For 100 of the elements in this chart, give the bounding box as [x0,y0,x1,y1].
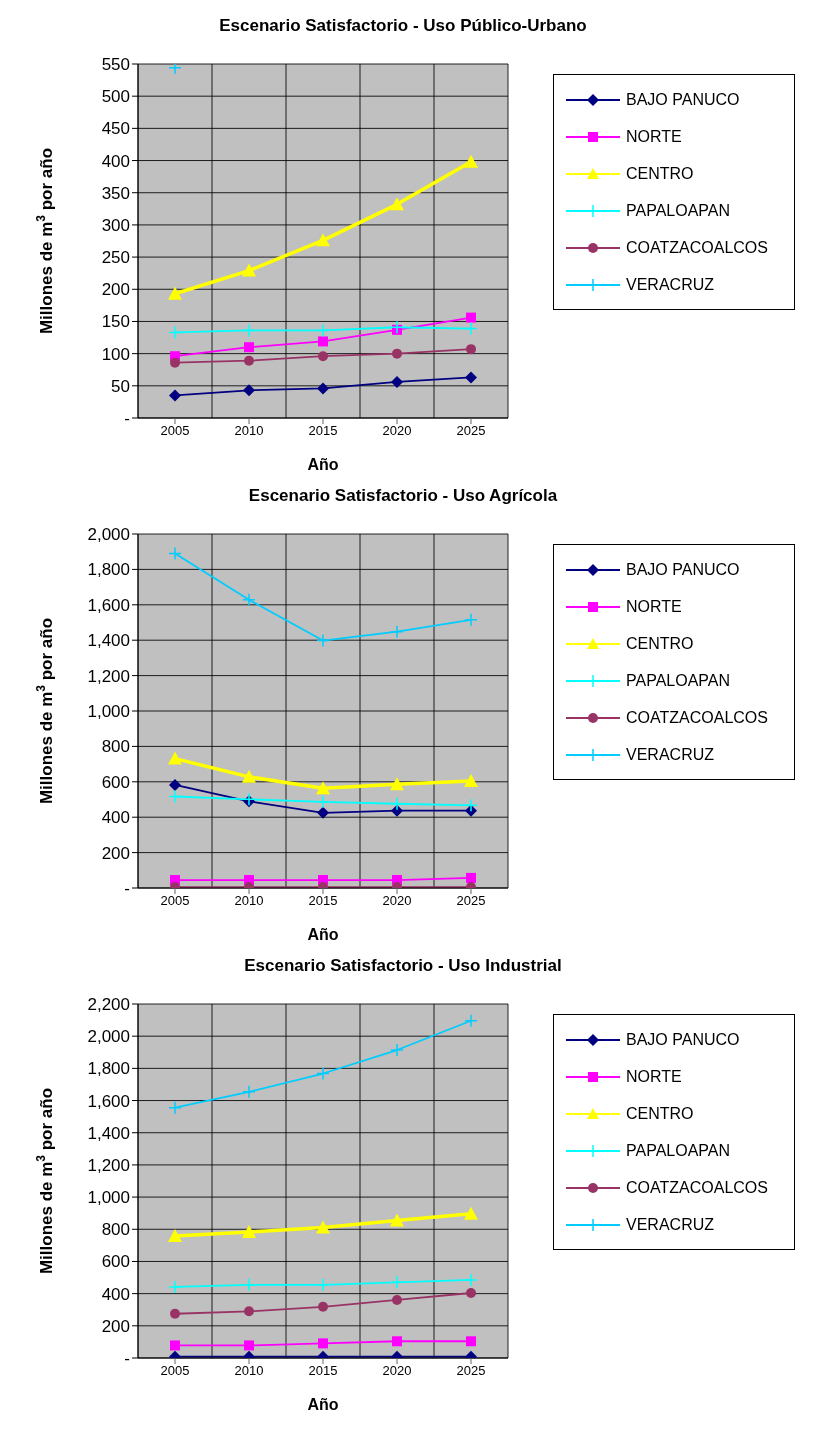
chart-title: Escenario Satisfactorio - Uso Industrial [243,955,563,977]
point [318,351,328,362]
legend-label: COATZACOALCOS [626,238,768,257]
point [243,384,255,397]
point [170,357,180,368]
y-tick-label: 1,000 [87,1188,130,1208]
y-tick-label: 200 [101,280,130,300]
point [316,233,330,247]
y-tick-label: 300 [101,215,130,235]
legend-label: COATZACOALCOS [626,1178,768,1197]
point [242,323,256,338]
x-tick-label: 2015 [308,893,338,909]
point [242,263,256,277]
x-tick-label: 2025 [456,1363,486,1379]
point [168,1229,182,1243]
point [316,1220,330,1234]
legend-label: NORTE [626,1067,682,1086]
legend-label: VERACRUZ [626,275,715,294]
point [465,371,477,384]
legend-label: PAPALOAPAN [626,671,731,690]
point [464,154,478,168]
point [316,795,330,809]
y-tick-label: 150 [101,312,130,332]
legend-label: CENTRO [626,1104,694,1123]
point [464,773,478,787]
y-tick-label: 400 [101,151,130,171]
x-tick-label: 2005 [160,423,190,439]
y-tick-label: 1,000 [87,702,130,722]
y-tick-label: 1,800 [87,1059,130,1079]
point [244,1306,254,1317]
point [170,1340,180,1351]
point [464,798,478,813]
point [244,1340,254,1351]
y-tick-label: 450 [101,119,130,139]
x-tick-label: 2025 [456,423,486,439]
y-tick-label: 500 [101,87,130,107]
point [168,325,182,340]
y-tick-label: 200 [101,843,130,863]
x-axis-title: Año [307,926,339,943]
x-tick-label: 2020 [382,1363,412,1379]
y-tick-label: 800 [101,737,130,757]
point [390,320,404,334]
point [318,1301,328,1312]
y-tick-label: 200 [101,1316,130,1336]
point [242,1225,256,1239]
chart-title: Escenario Satisfactorio - Uso Agrícola [247,485,559,507]
chart-title: Escenario Satisfactorio - Uso Público-Urbano [218,15,588,37]
y-tick-label: - [124,879,130,899]
legend-label: CENTRO [626,164,694,183]
y-tick-label: 1,600 [87,595,130,615]
point [317,382,329,395]
point [392,1336,402,1347]
x-tick-label: 2010 [234,893,264,909]
point [390,197,404,211]
x-tick-label: 2010 [234,423,264,439]
point [318,336,328,347]
y-tick-label: - [124,409,130,429]
point [168,789,182,804]
legend-label: PAPALOAPAN [626,201,731,220]
point [464,1273,478,1287]
x-tick-label: 2010 [234,1363,264,1379]
point [318,1338,328,1349]
y-tick-label: 1,200 [87,1155,130,1175]
y-tick-label: 1,400 [87,1123,130,1143]
y-tick-label: 600 [101,1252,130,1272]
point [390,1275,404,1290]
point [390,777,404,791]
y-tick-label: 2,200 [87,995,130,1015]
point [466,1336,476,1347]
point [168,1100,182,1115]
legend-label: PAPALOAPAN [626,1141,731,1160]
y-tick-label: 1,200 [87,666,130,686]
point [390,1213,404,1227]
point [390,624,404,639]
point [242,593,256,607]
legend-label: BAJO PANUCO [626,1030,740,1049]
point [244,355,254,366]
point [317,806,329,819]
legend-label: VERACRUZ [626,1215,715,1234]
point [168,286,182,300]
legend-label: NORTE [626,127,682,146]
point [466,312,476,323]
x-tick-label: 2020 [382,423,412,439]
y-tick-label: 800 [101,1220,130,1240]
point [392,1294,402,1305]
x-tick-label: 2015 [308,423,338,439]
point [168,1280,182,1294]
legend-label: BAJO PANUCO [626,560,740,579]
x-tick-label: 2025 [456,893,486,909]
y-tick-label: 600 [101,772,130,792]
y-tick-label: 400 [101,808,130,828]
point [242,769,256,783]
point [392,348,402,359]
x-tick-label: 2015 [308,1363,338,1379]
x-tick-label: 2005 [160,1363,190,1379]
point [390,797,404,811]
point [316,1278,330,1292]
point [464,321,478,336]
y-tick-label: 50 [111,376,130,396]
point [391,375,403,388]
